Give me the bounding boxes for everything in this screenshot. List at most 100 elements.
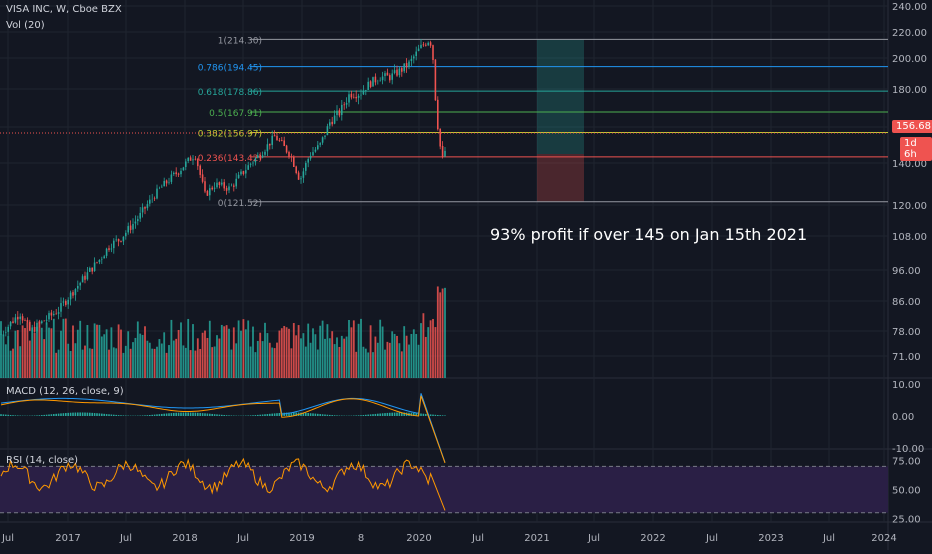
volume-bar (159, 339, 161, 378)
volume-bar (127, 331, 129, 378)
volume-bar (427, 327, 429, 378)
macd-histogram-bar (41, 415, 43, 416)
volume-bar (132, 342, 134, 378)
volume-bar (96, 325, 98, 378)
profit-zone (537, 39, 584, 154)
macd-histogram-bar (163, 414, 165, 416)
volume-bar (163, 332, 165, 378)
volume-bar (274, 348, 276, 378)
volume-bar (43, 339, 45, 378)
macd-histogram-bar (432, 415, 434, 416)
volume-bar (401, 351, 403, 378)
volume-bar (255, 352, 257, 378)
macd-histogram-bar (360, 415, 362, 416)
volume-bar (298, 325, 300, 378)
macd-histogram-bar (396, 413, 398, 416)
fib-level-label: 0.382(156.97) (198, 129, 262, 139)
volume-bar (154, 349, 156, 378)
macd-histogram-bar (209, 414, 211, 416)
macd-histogram-bar (10, 415, 12, 416)
volume-bar (343, 339, 345, 378)
macd-histogram-bar (319, 414, 321, 416)
volume-bar (190, 350, 192, 378)
volume-bar (72, 325, 74, 378)
x-tick-label: Jul (822, 533, 835, 544)
volume-bar (415, 334, 417, 378)
volume-bar (175, 339, 177, 378)
volume-bar (370, 325, 372, 378)
macd-histogram-bar (202, 413, 204, 416)
y-tick-label: 120.00 (892, 201, 927, 212)
volume-bar (279, 331, 281, 378)
macd-histogram-bar (60, 413, 62, 416)
macd-histogram-bar (94, 413, 96, 416)
fib-level-label: 1(214.30) (218, 36, 262, 46)
volume-bar (444, 288, 446, 378)
volume-bar (31, 330, 33, 378)
macd-histogram-bar (123, 415, 125, 416)
volume-bar (351, 327, 353, 378)
macd-histogram-bar (0, 414, 2, 416)
volume-bar (135, 338, 137, 378)
volume-bar (147, 341, 149, 378)
volume-bar (324, 339, 326, 378)
volume-bar (432, 319, 434, 378)
fib-level-label: 0(121.52) (218, 199, 262, 209)
macd-histogram-bar (161, 414, 163, 416)
macd-histogram-bar (108, 414, 110, 416)
x-tick-label: Jul (236, 533, 249, 544)
volume-bar (101, 337, 103, 378)
countdown-badge: 1d 6h (900, 137, 932, 161)
macd-histogram-bar (147, 415, 149, 416)
volume-bar (15, 331, 17, 378)
volume-bar (353, 320, 355, 378)
macd-histogram-bar (87, 413, 89, 416)
macd-histogram-bar (144, 415, 146, 416)
macd-histogram-bar (262, 414, 264, 416)
macd-histogram-bar (223, 415, 225, 416)
y-tick-label: 108.00 (892, 232, 927, 243)
volume-bar (41, 328, 43, 378)
volume-bar (271, 348, 273, 378)
volume-bar (166, 353, 168, 378)
volume-bar (329, 338, 331, 378)
volume-bar (65, 319, 67, 378)
volume-bar (247, 320, 249, 378)
volume-bar (231, 350, 233, 378)
macd-histogram-bar (3, 414, 5, 416)
macd-histogram-bar (228, 415, 230, 416)
volume-bar (288, 329, 290, 378)
macd-histogram-bar (372, 414, 374, 416)
volume-bar (142, 335, 144, 378)
macd-histogram-bar (423, 414, 425, 416)
volume-bar (36, 327, 38, 378)
volume-bar (82, 350, 84, 378)
macd-histogram-bar (53, 414, 55, 416)
x-tick-label: Jul (471, 533, 484, 544)
volume-bar (303, 333, 305, 378)
volume-bar (315, 334, 317, 378)
volume-bar (238, 320, 240, 378)
volume-bar (106, 329, 108, 378)
macd-histogram-bar (48, 414, 50, 416)
macd-histogram-bar (70, 413, 72, 416)
volume-bar (46, 322, 48, 378)
macd-histogram-bar (151, 415, 153, 416)
y-tick-label: 200.00 (892, 54, 927, 65)
volume-bar (387, 342, 389, 378)
fib-level-label: 0.786(194.45) (198, 64, 262, 74)
profit-annotation: 93% profit if over 145 on Jan 15th 2021 (490, 225, 807, 244)
macd-histogram-bar (327, 415, 329, 416)
macd-y-tick-label: -10.00 (892, 444, 924, 455)
volume-bar (346, 337, 348, 378)
volume-bar (77, 330, 79, 378)
macd-histogram-bar (142, 415, 144, 416)
fib-level-label: 0.5(167.91) (209, 109, 262, 119)
macd-histogram-bar (370, 414, 372, 416)
macd-histogram-bar (89, 413, 91, 416)
volume-bar (3, 334, 5, 378)
volume-bar (300, 338, 302, 378)
volume-bar (281, 328, 283, 378)
